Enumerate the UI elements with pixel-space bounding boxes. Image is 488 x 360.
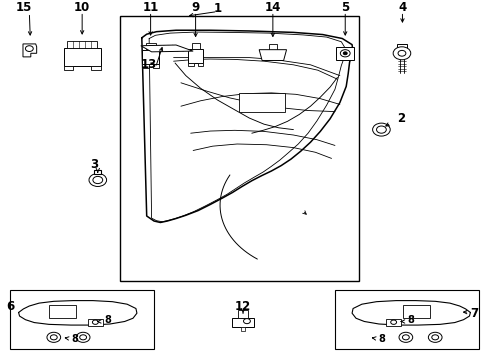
- Bar: [142, 50, 159, 64]
- Circle shape: [397, 50, 405, 56]
- Bar: [336, 47, 353, 60]
- Circle shape: [392, 47, 410, 60]
- Polygon shape: [259, 50, 286, 60]
- Bar: [238, 310, 247, 318]
- Bar: [91, 66, 101, 70]
- Text: 3: 3: [90, 158, 98, 171]
- Text: 14: 14: [264, 1, 281, 14]
- Bar: [67, 41, 97, 48]
- Circle shape: [343, 52, 346, 55]
- Bar: [197, 63, 203, 66]
- Text: 4: 4: [398, 1, 406, 14]
- Bar: [191, 43, 199, 49]
- Text: 7: 7: [469, 307, 477, 320]
- Text: 8: 8: [104, 315, 111, 325]
- Bar: [386, 319, 400, 326]
- Bar: [142, 64, 148, 68]
- Bar: [268, 44, 276, 50]
- Bar: [120, 16, 359, 281]
- Circle shape: [376, 126, 386, 133]
- Bar: [152, 64, 159, 68]
- Bar: [10, 290, 154, 349]
- Text: 5: 5: [341, 1, 348, 14]
- Circle shape: [92, 320, 98, 324]
- Text: 8: 8: [71, 334, 78, 344]
- Text: 6: 6: [7, 300, 15, 313]
- Text: 8: 8: [377, 334, 384, 344]
- Polygon shape: [141, 45, 193, 52]
- Bar: [145, 43, 155, 50]
- Bar: [396, 44, 406, 49]
- Text: 15: 15: [15, 1, 32, 14]
- Bar: [49, 305, 76, 318]
- Text: 13: 13: [141, 58, 157, 71]
- Circle shape: [431, 335, 438, 340]
- Text: 8: 8: [407, 315, 413, 325]
- Circle shape: [427, 332, 441, 342]
- Circle shape: [390, 320, 396, 324]
- Circle shape: [372, 123, 389, 136]
- Circle shape: [93, 176, 102, 184]
- Bar: [94, 170, 101, 174]
- Circle shape: [398, 332, 412, 342]
- Circle shape: [25, 46, 33, 51]
- Text: 12: 12: [234, 300, 251, 313]
- Circle shape: [76, 332, 90, 342]
- Circle shape: [402, 335, 408, 340]
- Text: 2: 2: [396, 112, 404, 125]
- Bar: [240, 327, 245, 331]
- Bar: [63, 66, 73, 70]
- Text: 10: 10: [74, 1, 90, 14]
- Circle shape: [50, 335, 57, 340]
- Text: 1: 1: [213, 2, 221, 15]
- Circle shape: [47, 332, 61, 342]
- Bar: [232, 318, 253, 327]
- Bar: [403, 305, 429, 318]
- Circle shape: [89, 174, 106, 186]
- Circle shape: [243, 319, 250, 324]
- Bar: [238, 93, 285, 112]
- Text: 9: 9: [191, 1, 199, 14]
- Bar: [187, 63, 193, 66]
- Circle shape: [340, 50, 349, 57]
- Polygon shape: [23, 44, 37, 57]
- Text: 11: 11: [142, 1, 159, 14]
- Bar: [334, 290, 478, 349]
- Bar: [63, 48, 101, 66]
- Bar: [88, 319, 102, 326]
- Circle shape: [80, 335, 86, 340]
- Bar: [187, 49, 203, 63]
